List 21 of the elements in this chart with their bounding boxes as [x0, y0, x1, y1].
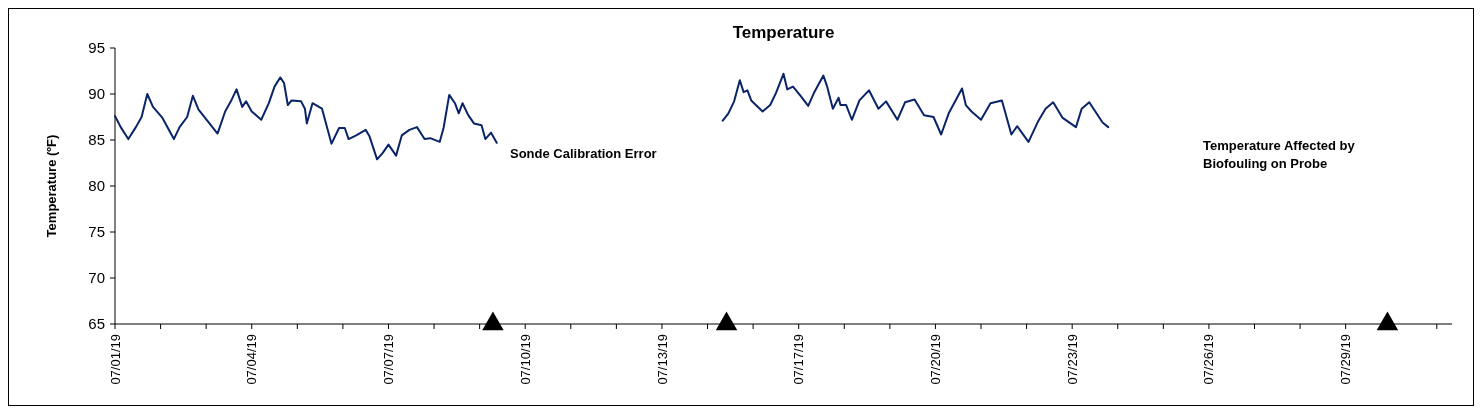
y-tick-label: 65: [88, 315, 105, 333]
x-tick-label: 07/17/19: [791, 334, 807, 385]
y-tick-label: 95: [88, 39, 105, 57]
x-tick-label: 07/26/19: [1201, 334, 1217, 385]
annotation: Temperature Affected by Biofouling on Probe: [1203, 138, 1356, 171]
x-tick-label: 07/10/19: [517, 334, 533, 385]
annotation: Sonde Calibration Error: [510, 146, 657, 161]
x-tick-label: 07/07/19: [381, 334, 397, 385]
x-tick-label: 07/29/19: [1338, 334, 1354, 385]
y-tick-label: 80: [88, 177, 105, 195]
x-tick-label: 07/20/19: [927, 334, 943, 385]
y-tick-label: 85: [88, 131, 105, 149]
y-tick-label: 90: [88, 85, 105, 103]
x-tick-label: 07/01/19: [107, 334, 123, 385]
y-tick-label: 75: [88, 223, 105, 241]
chart-title: Temperature: [732, 23, 835, 42]
y-tick-label: 70: [88, 269, 105, 287]
y-axis-title: Temperature (ºF): [44, 134, 59, 238]
x-tick-label: 07/23/19: [1064, 334, 1080, 385]
x-tick-label: 07/13/19: [654, 334, 670, 385]
x-tick-label: 07/04/19: [244, 334, 260, 385]
